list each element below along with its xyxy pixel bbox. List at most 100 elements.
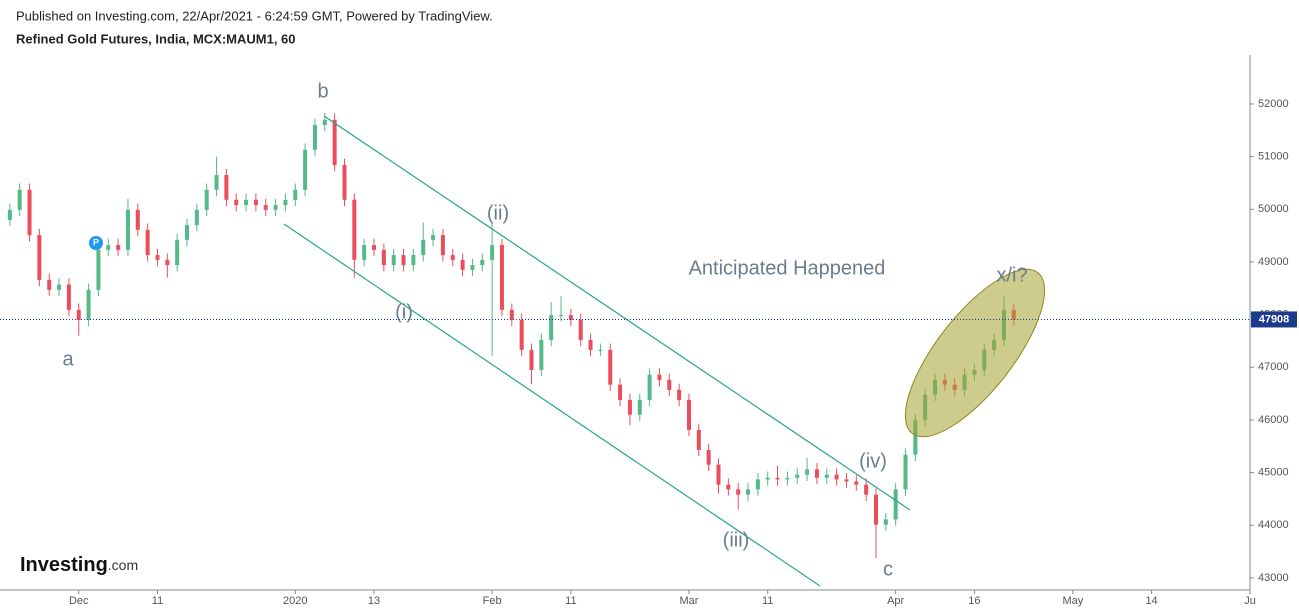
current-price-label: 47908 (1259, 313, 1290, 325)
y-tick-label: 44000 (1258, 519, 1289, 531)
candle-body (460, 259, 465, 270)
candle-body (283, 199, 288, 206)
candle-body (470, 265, 475, 270)
candle-body (431, 235, 436, 240)
candle-body (746, 489, 751, 495)
candle-body (588, 339, 593, 350)
x-tick-label: 16 (968, 595, 980, 607)
x-tick-label: 11 (152, 595, 163, 607)
candle-body (401, 255, 406, 266)
candle-body (106, 245, 111, 250)
candle-body (657, 374, 662, 380)
candle-body (578, 319, 583, 340)
channel-upper (323, 115, 911, 511)
candle-body (568, 315, 573, 320)
channel-lower (283, 223, 821, 587)
candle-body (421, 239, 426, 256)
candle-body (125, 209, 130, 250)
candle-body (47, 279, 52, 290)
candle-body (814, 469, 819, 478)
highlight-ellipse (904, 268, 1046, 438)
candle-body (214, 175, 219, 190)
annotation: Anticipated Happened (689, 257, 886, 279)
candle-body (903, 454, 908, 490)
candle-body (312, 125, 317, 150)
candle-body (864, 484, 869, 495)
event-icon-glyph: P (93, 237, 99, 247)
logo-name: Investing (20, 554, 108, 576)
candle-body (647, 374, 652, 400)
y-tick-label: 46000 (1258, 414, 1289, 426)
wave-label: (iv) (859, 450, 887, 472)
candle-body (765, 477, 770, 480)
candle-body (775, 477, 780, 480)
x-tick-label: 13 (368, 595, 380, 607)
wave-label: x/i? (996, 264, 1027, 286)
candle-body (234, 199, 239, 206)
x-tick-label: Mar (679, 595, 698, 607)
event-icon[interactable] (89, 236, 103, 250)
y-tick-label: 45000 (1258, 466, 1289, 478)
y-tick-label: 51000 (1258, 151, 1289, 163)
candle-body (618, 384, 623, 400)
candle-body (873, 494, 878, 525)
candle-body (686, 399, 691, 430)
current-price-tag (1251, 311, 1297, 328)
candle-body (450, 255, 455, 260)
candle-body (194, 209, 199, 226)
candle-body (824, 474, 829, 478)
candle-body (362, 245, 367, 260)
candle-body (135, 209, 140, 230)
candle-body (145, 229, 150, 256)
candle-body (86, 289, 91, 320)
candle-body (253, 199, 258, 206)
candle-body (519, 319, 524, 350)
instrument-title: Refined Gold Futures, India, MCX:MAUM1, … (16, 31, 296, 46)
candle-body (893, 489, 898, 520)
candle-body (342, 165, 347, 200)
candle-body (499, 245, 504, 310)
candle-body (224, 175, 229, 200)
candle-body (706, 449, 711, 465)
x-tick-label: Ju (1244, 595, 1256, 607)
candle-body (559, 315, 564, 317)
x-tick-label: 11 (762, 595, 773, 607)
published-note: Published on Investing.com, 22/Apr/2021 … (16, 8, 493, 23)
candle-body (490, 245, 495, 260)
x-tick-label: 14 (1145, 595, 1157, 607)
wave-label: b (317, 80, 328, 102)
candle-body (529, 349, 534, 370)
logo-suffix: .com (108, 557, 138, 573)
candle-body (539, 339, 544, 370)
candle-body (273, 205, 278, 210)
y-tick-label: 49000 (1258, 256, 1289, 268)
candle-body (175, 239, 180, 266)
x-tick-label: Feb (483, 595, 502, 607)
candle-body (608, 349, 613, 385)
candle-body (116, 245, 121, 250)
candle-body (37, 235, 42, 280)
candle-body (57, 284, 62, 290)
candle-body (913, 419, 918, 455)
candle-body (7, 209, 12, 220)
candle-body (440, 235, 445, 256)
candle-body (844, 479, 849, 482)
candle-body (785, 477, 790, 480)
candle-body (332, 119, 337, 166)
candle-body (293, 189, 298, 200)
candle-body (883, 519, 888, 525)
x-tick-label: 11 (565, 595, 576, 607)
y-tick-label: 52000 (1258, 98, 1289, 110)
candle-body (795, 474, 800, 478)
x-tick-label: Dec (69, 595, 89, 607)
candle-body (96, 249, 101, 290)
candle-body (27, 189, 32, 236)
candle-body (244, 199, 249, 206)
candle-body (391, 255, 396, 266)
candle-body (480, 259, 485, 266)
candle-body (834, 474, 839, 480)
candle-body (627, 399, 632, 415)
candle-body (303, 149, 308, 190)
candle-body (667, 379, 672, 390)
